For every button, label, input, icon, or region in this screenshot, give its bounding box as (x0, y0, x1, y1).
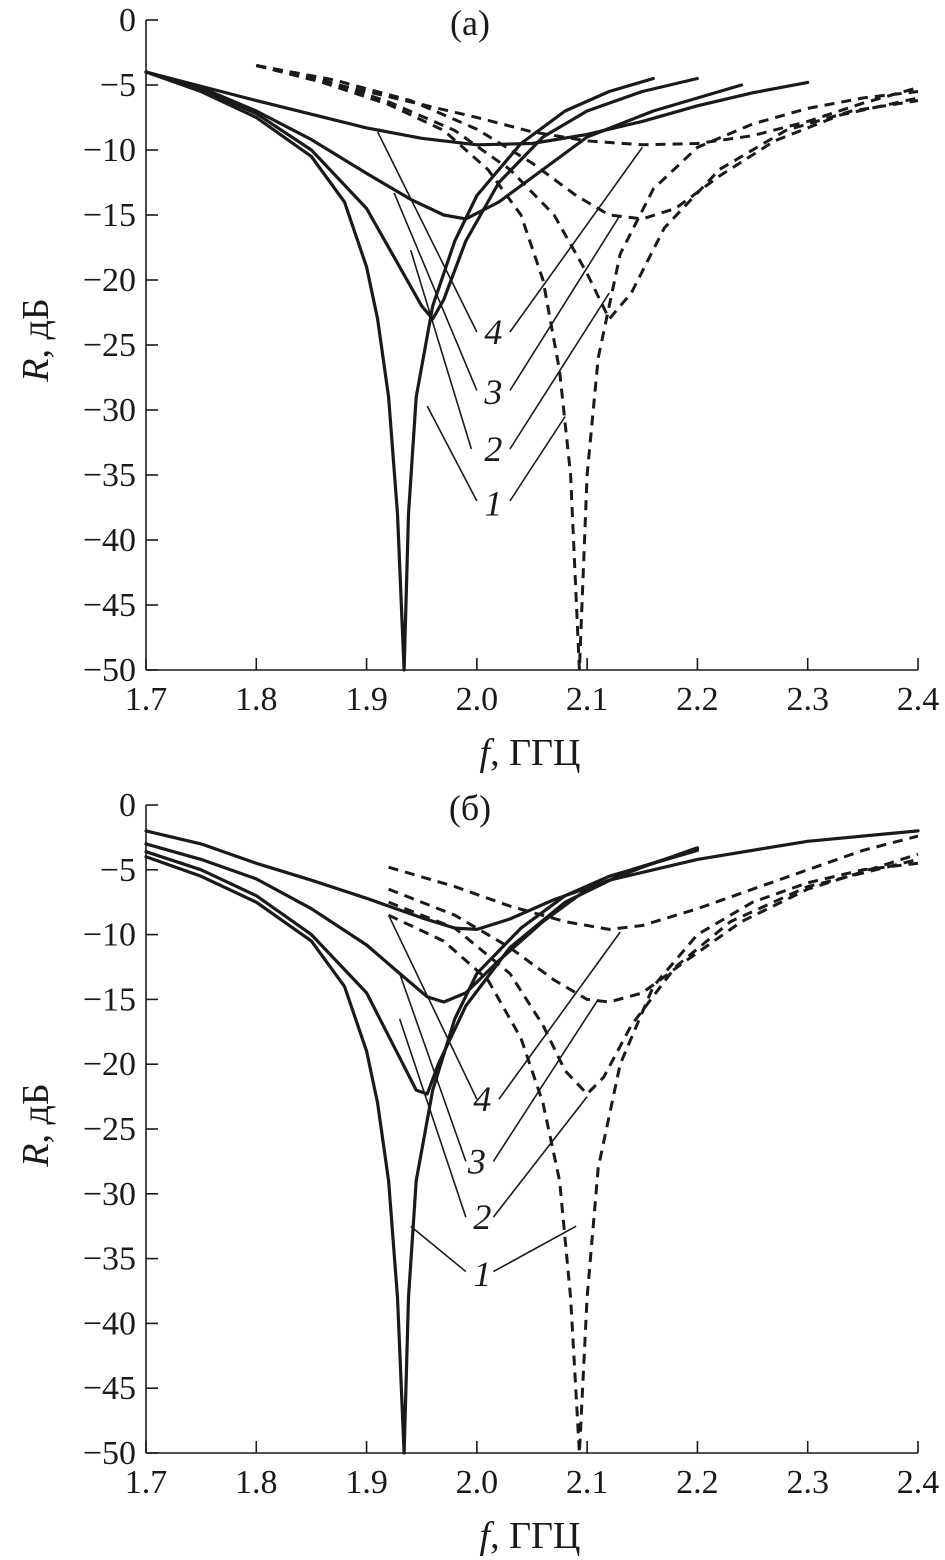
curve-leader-line (376, 131, 478, 333)
curve-leader-line (492, 1096, 588, 1218)
y-axis-var: R (15, 1143, 57, 1167)
curve-label-3: 3 (467, 1141, 486, 1181)
x-tick-label: 2.0 (456, 681, 499, 718)
x-axis-title: f, ГГЦ (480, 1515, 581, 1557)
y-tick-label: −45 (83, 587, 136, 624)
y-tick-label: −50 (83, 652, 136, 689)
series-1-solid-line (144, 848, 699, 1455)
curve-leader-line (498, 931, 621, 1100)
curve-leader-line (509, 416, 566, 502)
panel-a: (а) f, ГГЦ R, дБ 1.7 1.8 1.9 2.0 2.1 2.2 2.3 2.… (15, 2, 939, 774)
y-axis-unit: , дБ (15, 298, 57, 358)
series-3-solid-line (144, 842, 699, 1004)
curve-label-4: 4 (484, 312, 502, 352)
x-tick-label: 1.9 (345, 681, 388, 718)
y-tick-label: −40 (83, 1305, 136, 1342)
curve-leader-line (398, 1018, 467, 1218)
x-tick-label: 2.0 (456, 1464, 499, 1501)
series-4-solid-line (144, 70, 810, 147)
x-tick-label: 1.8 (235, 1464, 278, 1501)
x-tick-label: 1.7 (125, 1464, 168, 1501)
series-4-dashed-line (255, 64, 919, 147)
y-tick-label: −20 (83, 1046, 136, 1083)
y-tick-label: −10 (83, 917, 136, 954)
x-tick-label: 2.1 (566, 681, 609, 718)
x-tick-label: 1.7 (125, 681, 168, 718)
y-tick-label: −10 (83, 132, 136, 169)
y-tick-label: −35 (83, 457, 136, 494)
y-tick-label: −25 (83, 1111, 136, 1148)
panel-label: (а) (450, 3, 490, 43)
y-tick-label: −45 (83, 1370, 136, 1407)
curve-leader-line (492, 998, 599, 1162)
curve-label-3: 3 (483, 372, 502, 412)
curve-label-1: 1 (484, 484, 502, 524)
series-2-solid-line (144, 70, 699, 321)
curve-label-4: 4 (473, 1079, 491, 1119)
curve-label-2: 2 (484, 429, 502, 469)
x-axis-unit: , ГГЦ (490, 732, 580, 774)
curve-leader-line (426, 405, 478, 502)
series-1-solid-line (144, 70, 655, 672)
x-tick-label: 2.2 (676, 1464, 719, 1501)
y-tick-label: −15 (83, 981, 136, 1018)
y-tick-label: −15 (83, 197, 136, 234)
series-4-dashed-line (388, 834, 919, 931)
series-2-solid-line (144, 847, 699, 1096)
y-tick-label: −30 (83, 392, 136, 429)
x-tick-label: 2.4 (897, 1464, 940, 1501)
curve-leader-line (409, 249, 473, 450)
y-tick-label: −40 (83, 522, 136, 559)
curve-leader-line (398, 973, 467, 1162)
series-4-solid-line (144, 829, 920, 931)
curve-leader-line (509, 292, 610, 450)
x-axis-unit: , ГГЦ (490, 1515, 580, 1557)
curve-label-1: 1 (473, 1254, 491, 1294)
y-axis-title: R, дБ (15, 1083, 57, 1167)
x-tick-label: 1.8 (235, 681, 278, 718)
y-tick-label: −5 (100, 852, 136, 889)
y-axis-var: R (15, 358, 57, 382)
x-axis-title: f, ГГЦ (480, 732, 581, 774)
x-tick-label: 2.3 (786, 1464, 829, 1501)
curve-leader-line (410, 1225, 467, 1273)
curve-label-2: 2 (473, 1197, 491, 1237)
y-tick-label: −5 (100, 67, 136, 104)
y-axis-title: R, дБ (15, 298, 57, 382)
curve-leader-line (387, 914, 478, 1100)
x-tick-label: 1.9 (345, 1464, 388, 1501)
x-tick-label: 2.3 (786, 681, 829, 718)
y-tick-label: −35 (83, 1241, 136, 1278)
series-3-solid-line (144, 70, 744, 221)
panel-b: (б) f, ГГЦ R, дБ 1.7 1.8 1.9 2.0 2.1 2.2 2.3 2.… (15, 787, 939, 1557)
y-tick-label: −25 (83, 327, 136, 364)
y-tick-label: 0 (119, 787, 136, 824)
x-tick-label: 2.2 (676, 681, 719, 718)
y-tick-label: −30 (83, 1176, 136, 1213)
series-2-dashed-line (255, 64, 919, 321)
y-tick-label: −50 (83, 1435, 136, 1472)
curve-leader-line (393, 192, 478, 391)
x-tick-label: 2.1 (566, 1464, 609, 1501)
curve-leader-line (493, 1225, 577, 1273)
series-2-dashed-line (388, 857, 919, 1096)
series-1-dashed-line (255, 64, 919, 672)
curve-leader-line (509, 146, 643, 333)
panel-label: (б) (449, 788, 491, 828)
x-tick-label: 2.4 (897, 681, 940, 718)
y-tick-label: −20 (83, 262, 136, 299)
series-3-dashed-line (388, 852, 919, 1004)
y-tick-label: 0 (119, 2, 136, 39)
curve-leader-line (509, 214, 621, 391)
y-axis-unit: , дБ (15, 1083, 57, 1143)
